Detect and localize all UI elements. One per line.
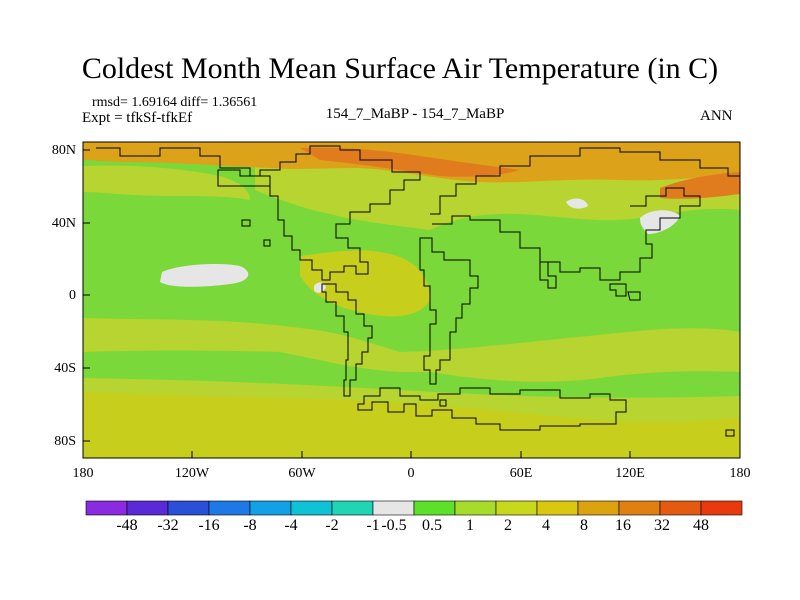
colorbar-swatch-14 bbox=[618, 500, 661, 516]
coastline-southeast-asia bbox=[609, 283, 641, 301]
temperature-field bbox=[83, 142, 740, 458]
field-pacific-white bbox=[160, 264, 249, 287]
lon-label-60e: 60E bbox=[509, 466, 533, 481]
colorbar-swatch-13 bbox=[577, 500, 620, 516]
colorbar-swatch-10 bbox=[454, 500, 497, 516]
coastline-africa-eurasia bbox=[419, 237, 479, 385]
coastlines bbox=[96, 145, 740, 437]
colorbar-label-7: -1 bbox=[366, 517, 380, 534]
coastline-india bbox=[539, 261, 557, 289]
colorbar-swatch-11 bbox=[495, 500, 538, 516]
rmsd-diff-stats: rmsd= 1.69164 diff= 1.36561 bbox=[92, 95, 258, 110]
lon-label-120e: 120E bbox=[615, 466, 645, 481]
colorbar-swatch-6 bbox=[290, 500, 333, 516]
field-atlantic-olive bbox=[300, 250, 430, 317]
field-tibet-white bbox=[566, 198, 588, 209]
colorbar-swatch-4 bbox=[208, 500, 251, 516]
field-siberia-deep-orange bbox=[660, 172, 740, 199]
field-africa-white bbox=[314, 282, 326, 293]
field-north-pacific bbox=[83, 165, 250, 200]
comparison-label: 154_7_MaBP - 154_7_MaBP bbox=[325, 106, 505, 122]
lon-label-0: 0 bbox=[407, 466, 415, 481]
colorbar-swatch-2 bbox=[126, 500, 169, 516]
map-ticks bbox=[83, 149, 631, 458]
colorbar-label-16: 48 bbox=[693, 517, 709, 534]
coastline-antarctica bbox=[357, 387, 627, 431]
colorbar-label-5: -4 bbox=[284, 517, 298, 534]
colorbar-label-15: 32 bbox=[654, 517, 670, 534]
lon-label-120w: 120W bbox=[174, 466, 210, 481]
field-southern-olive bbox=[83, 392, 740, 458]
lon-label-180-east: 180 bbox=[729, 466, 751, 481]
lat-label-0: 0 bbox=[69, 288, 76, 303]
colorbar-label-14: 16 bbox=[615, 517, 631, 534]
coastline-eurasia-north bbox=[430, 147, 740, 281]
lat-label-40s: 40S bbox=[54, 361, 76, 376]
colorbar-label-8: -0.5 bbox=[381, 517, 407, 534]
colorbar-label-3: -16 bbox=[198, 517, 220, 534]
colorbar-label-13: 8 bbox=[580, 517, 588, 534]
colorbar-label-11: 2 bbox=[504, 517, 512, 534]
colorbar bbox=[85, 500, 743, 516]
colorbar-label-6: -2 bbox=[325, 517, 339, 534]
colorbar-label-10: 1 bbox=[466, 517, 474, 534]
colorbar-label-9: 0.5 bbox=[422, 517, 442, 534]
colorbar-swatch-16 bbox=[700, 500, 743, 516]
field-tropical-band bbox=[83, 318, 740, 382]
colorbar-swatch-7 bbox=[331, 500, 374, 516]
colorbar-label-4: -8 bbox=[243, 517, 257, 534]
plot-title: Coldest Month Mean Surface Air Temperatu… bbox=[81, 52, 719, 85]
coastline-south-america bbox=[321, 283, 373, 397]
colorbar-label-2: -32 bbox=[157, 517, 179, 534]
colorbar-label-1: -48 bbox=[116, 517, 138, 534]
colorbar-swatch-15 bbox=[659, 500, 702, 516]
lon-label-180-west: 180 bbox=[72, 466, 94, 481]
colorbar-swatch-3 bbox=[167, 500, 210, 516]
lat-label-80s: 80S bbox=[54, 434, 76, 449]
colorbar-label-12: 4 bbox=[542, 517, 550, 534]
colorbar-swatch-8 bbox=[372, 500, 415, 516]
coastline-north-america bbox=[96, 145, 421, 281]
colorbar-swatch-12 bbox=[536, 500, 579, 516]
lat-label-80n: 80N bbox=[51, 143, 76, 158]
colorbar-swatch-5 bbox=[249, 500, 292, 516]
experiment-label: Expt = tfkSf-tfkEf bbox=[82, 110, 193, 126]
lon-label-60w: 60W bbox=[288, 466, 316, 481]
colorbar-swatch-1 bbox=[85, 500, 128, 516]
coastline-islands bbox=[241, 219, 735, 437]
lat-label-40n: 40N bbox=[51, 216, 76, 231]
colorbar-swatch-9 bbox=[413, 500, 456, 516]
field-arctic-deep-orange bbox=[300, 147, 520, 177]
season-label: ANN bbox=[700, 108, 733, 124]
